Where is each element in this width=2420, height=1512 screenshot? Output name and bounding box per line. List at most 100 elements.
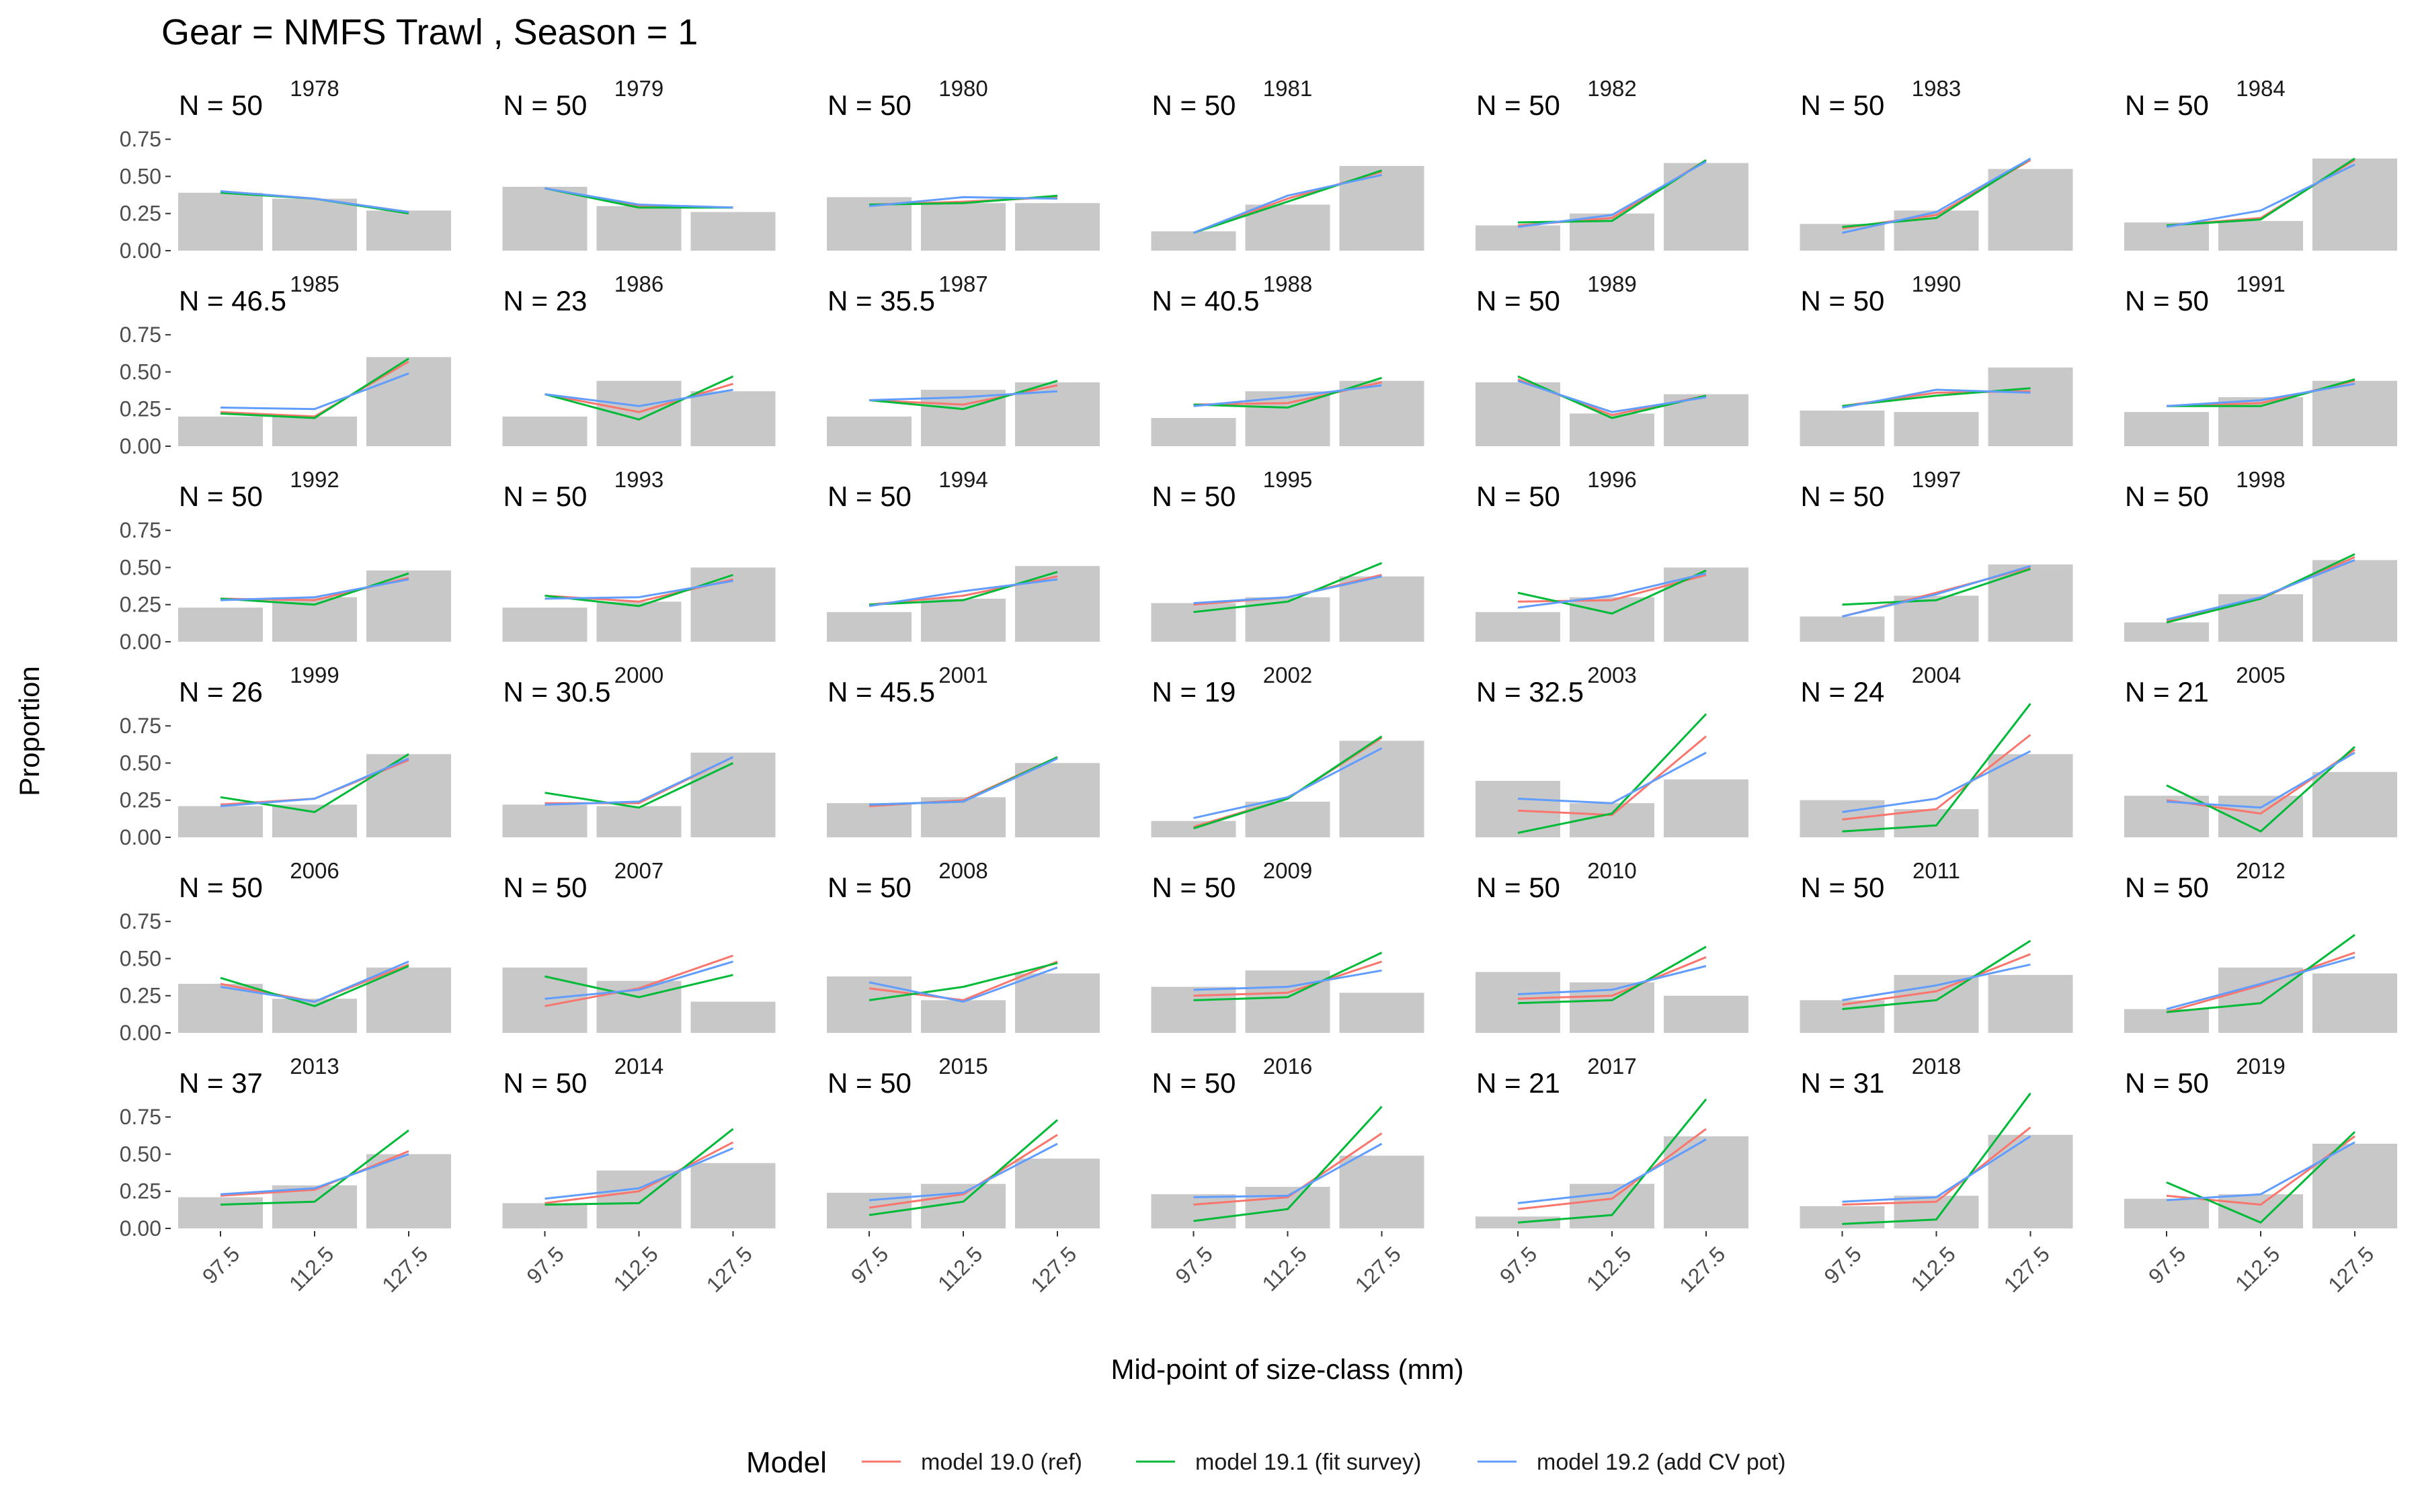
- facet-panel-1986: 1986 N = 23: [502, 271, 776, 446]
- facet-strip-label: 2007: [614, 858, 663, 883]
- sample-size-label: N = 50: [2125, 89, 2209, 121]
- model-line-add-cv-pot: [2166, 163, 2355, 228]
- model-line-add-cv-pot: [1842, 1135, 2031, 1203]
- sample-size-label: N = 32.5: [1476, 676, 1584, 708]
- model-line-ref: [1842, 734, 2031, 821]
- sample-size-label: N = 50: [828, 480, 912, 512]
- sample-size-label: N = 50: [1476, 89, 1560, 121]
- model-line-ref: [1842, 1126, 2031, 1206]
- facet-strip-label: 2000: [614, 663, 663, 687]
- observed-bar: [1570, 1183, 1654, 1228]
- legend-item: model 19.2 (add CV pot): [1478, 1450, 1785, 1475]
- sample-size-label: N = 31: [1801, 1067, 1885, 1099]
- observed-bar: [921, 797, 1006, 837]
- facet-strip-label: 2005: [2236, 663, 2285, 687]
- model-line-fit-survey: [2166, 1131, 2356, 1224]
- y-tick-label: 0.00: [120, 630, 161, 654]
- facet-strip-label: 2019: [2236, 1054, 2285, 1079]
- observed-bar: [178, 1197, 263, 1228]
- facet-strip-label: 2001: [938, 663, 987, 687]
- observed-bar: [366, 570, 451, 642]
- model-line-add-cv-pot: [1193, 384, 1382, 407]
- observed-bar: [272, 198, 357, 251]
- sample-size-label: N = 50: [828, 872, 912, 903]
- facet-strip-label: 1984: [2236, 76, 2285, 101]
- observed-bar: [2124, 1198, 2209, 1228]
- observed-bar: [1988, 754, 2073, 837]
- observed-bar: [827, 612, 912, 642]
- model-line-add-cv-pot: [869, 1142, 1058, 1202]
- legend-label: model 19.0 (ref): [921, 1450, 1082, 1475]
- facet-panel-1991: 1991 N = 50: [2124, 271, 2397, 446]
- y-tick-label: 0.50: [120, 360, 161, 384]
- observed-bar: [690, 567, 776, 642]
- observed-bar: [502, 607, 588, 642]
- model-line-ref: [869, 1134, 1058, 1209]
- facet-strip-label: 1994: [938, 467, 987, 492]
- facet-strip-label: 1986: [614, 271, 663, 296]
- model-line-fit-survey: [544, 375, 734, 421]
- observed-bar: [690, 753, 776, 837]
- observed-bar: [690, 212, 776, 251]
- y-tick-label: 0.25: [120, 984, 161, 1008]
- observed-bar: [178, 607, 263, 642]
- observed-bar: [921, 1000, 1006, 1033]
- facet-panel-1984: 1984 N = 50: [2124, 76, 2397, 251]
- model-line-ref: [1517, 1128, 1707, 1210]
- y-tick-label: 0.00: [120, 1216, 161, 1241]
- sample-size-label: N = 50: [828, 89, 912, 121]
- legend: Model model 19.0 (ref) model 19.1 (fit su…: [746, 1446, 1785, 1479]
- observed-bar: [2312, 973, 2397, 1033]
- model-line-fit-survey: [1193, 562, 1383, 614]
- facet-strip-label: 1991: [2236, 271, 2285, 296]
- model-line-fit-survey: [220, 572, 409, 606]
- facet-panel-1998: 1998 N = 50: [2124, 467, 2397, 642]
- model-line-add-cv-pot: [1842, 388, 2031, 409]
- facet-strip-label: 1989: [1587, 271, 1636, 296]
- y-tick-label: 0.25: [120, 788, 161, 812]
- facet-strip-label: 2003: [1587, 663, 1636, 687]
- observed-bar: [596, 206, 682, 251]
- model-line-fit-survey: [544, 1128, 734, 1206]
- observed-bar: [1894, 809, 1979, 837]
- model-line-add-cv-pot: [1193, 747, 1383, 819]
- model-line-add-cv-pot: [1517, 161, 1707, 228]
- facet-strip-label: 1993: [614, 467, 663, 492]
- facet-panel-2012: 2012 N = 50: [2124, 858, 2397, 1033]
- observed-bar: [502, 416, 588, 446]
- observed-bar: [1988, 367, 2073, 446]
- facet-panel-1990: 1990 N = 50: [1800, 271, 2073, 446]
- facet-strip-label: 2002: [1263, 663, 1312, 687]
- facet-panel-2008: 2008 N = 50: [827, 858, 1100, 1033]
- observed-bar: [1664, 779, 1748, 837]
- observed-bar: [366, 754, 451, 837]
- facet-panel-1993: 1993 N = 50: [502, 467, 776, 642]
- observed-bar: [502, 804, 588, 837]
- observed-bar: [1988, 169, 2073, 251]
- y-tick-label: 0.75: [120, 323, 161, 347]
- y-tick-label: 0.75: [120, 127, 161, 151]
- sample-size-label: N = 50: [2125, 872, 2209, 903]
- model-line-add-cv-pot: [544, 960, 733, 1000]
- model-line-add-cv-pot: [2166, 956, 2355, 1011]
- y-tick-label: 0.00: [120, 825, 161, 849]
- observed-bar: [1151, 418, 1236, 446]
- observed-bar: [1570, 597, 1654, 642]
- model-line-add-cv-pot: [869, 757, 1058, 806]
- facet-strip-label: 2010: [1587, 858, 1636, 883]
- facet-strip-label: 1988: [1263, 271, 1312, 296]
- sample-size-label: N = 26: [179, 676, 263, 708]
- observed-bar: [2124, 222, 2209, 251]
- y-tick-label: 0.00: [120, 1021, 161, 1045]
- facet-strip-label: 1998: [2236, 467, 2285, 492]
- model-line-add-cv-pot: [220, 190, 409, 213]
- model-line-fit-survey: [544, 762, 734, 809]
- facet-strip-label: 2012: [2236, 858, 2285, 883]
- facet-strip-label: 1981: [1263, 76, 1312, 101]
- observed-bar: [1015, 203, 1100, 251]
- observed-bar: [502, 1203, 588, 1228]
- sample-size-label: N = 35.5: [828, 285, 935, 317]
- model-line-add-cv-pot: [220, 960, 409, 1003]
